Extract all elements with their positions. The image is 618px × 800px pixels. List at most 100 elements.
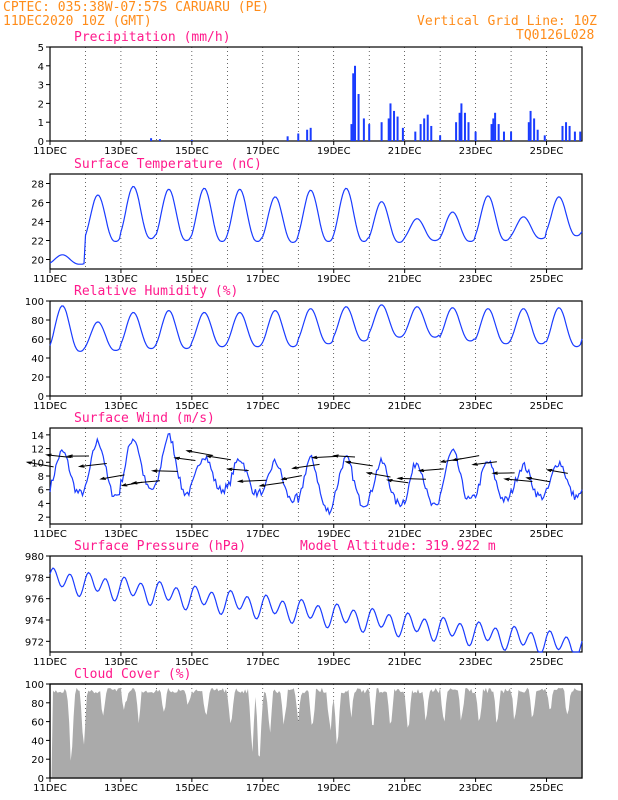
- precip-bar: [396, 116, 399, 141]
- precip-bar: [306, 129, 309, 141]
- wind-xtick-label: 23DEC: [459, 529, 493, 540]
- temp-xtick-label: 15DEC: [175, 274, 209, 285]
- wind-vector-head: [225, 467, 233, 471]
- precip-xtick-label: 13DEC: [104, 146, 138, 157]
- wind-vector: [260, 482, 285, 487]
- wind-vector: [419, 468, 444, 472]
- wind-xtick-label: 15DEC: [175, 529, 209, 540]
- pres-annotation: Model Altitude: 319.922 m: [300, 539, 496, 554]
- precip-frame: [49, 46, 583, 142]
- precip-bar: [419, 124, 422, 141]
- wind-vector: [398, 477, 426, 480]
- temp-xtick-label: 17DEC: [246, 274, 280, 285]
- pres-ytick-label: 974: [25, 616, 44, 627]
- cloud-xtick-label: 13DEC: [104, 783, 138, 794]
- precip-ytick-label: 3: [38, 81, 44, 92]
- wind-vector-head: [205, 455, 213, 459]
- wind-xtick-label: 21DEC: [388, 529, 422, 540]
- wind-vector: [27, 461, 54, 468]
- rh-ytick-label: 40: [31, 354, 44, 365]
- wind-title: Surface Wind (m/s): [74, 411, 215, 426]
- wind-ytick-label: 8: [38, 472, 44, 483]
- wind-vector-head: [99, 476, 106, 480]
- precip-bar: [463, 112, 466, 141]
- precip-xtick-label: 17DEC: [246, 146, 280, 157]
- wind-vector-head: [185, 449, 193, 454]
- precip-ytick-label: 4: [38, 62, 44, 73]
- precip-bar: [414, 131, 417, 141]
- precip-bar: [150, 138, 153, 141]
- pres-ytick-label: 980: [25, 552, 44, 563]
- temp-series-line: [49, 185, 583, 265]
- precip-bar: [430, 125, 433, 141]
- cloud-xtick-label: 19DEC: [317, 783, 351, 794]
- precip-bar: [357, 94, 360, 141]
- precip-bar: [529, 110, 532, 141]
- wind-ytick-label: 14: [31, 431, 44, 442]
- cloud-ytick-label: 40: [31, 736, 44, 747]
- precip-xtick-label: 15DEC: [175, 146, 209, 157]
- temp-xtick-label: 25DEC: [530, 274, 564, 285]
- precip-bar: [492, 118, 495, 141]
- cloud-title: Cloud Cover (%): [74, 667, 191, 682]
- cloud-xtick-label: 15DEC: [175, 783, 209, 794]
- wind-vector: [175, 457, 196, 461]
- precip-bar: [387, 118, 390, 141]
- header-datetime: 11DEC2020 10Z (GMT): [3, 14, 152, 29]
- pres-xtick-label: 21DEC: [388, 657, 422, 668]
- wind-vector-head: [451, 457, 458, 462]
- temp-ytick-label: 22: [31, 237, 44, 248]
- pres-ytick-label: 976: [25, 595, 44, 606]
- wind-vector: [79, 463, 107, 468]
- wind-vector-head: [236, 479, 244, 483]
- temp-ytick-label: 28: [31, 180, 44, 191]
- wind-vector-head: [344, 460, 352, 465]
- wind-vector-head: [77, 464, 85, 468]
- wind-vector-head: [417, 468, 425, 473]
- cloud-frame-top: [49, 683, 583, 779]
- pres-xtick-label: 11DEC: [33, 657, 67, 668]
- precip-bar: [158, 139, 161, 141]
- wind-ytick-label: 2: [38, 513, 44, 524]
- pres-xtick-label: 15DEC: [175, 657, 209, 668]
- pres-ytick-label: 972: [25, 637, 44, 648]
- rh-xtick-label: 19DEC: [317, 401, 351, 412]
- precip-bar: [494, 112, 497, 141]
- wind-vector: [227, 468, 249, 471]
- temp-title: Surface Temperature (nC): [74, 157, 262, 172]
- precip-bar: [350, 124, 353, 141]
- wind-vector-head: [525, 476, 532, 481]
- wind-xtick-label: 19DEC: [317, 529, 351, 540]
- rh-frame: [49, 300, 583, 397]
- rh-ytick-label: 60: [31, 335, 44, 346]
- wind-vector-head: [503, 477, 510, 481]
- wind-vector-head: [173, 456, 181, 461]
- precip-bar: [460, 103, 463, 141]
- precip-xtick-label: 11DEC: [33, 146, 67, 157]
- wind-vector-head: [45, 453, 52, 457]
- wind-vector-head: [439, 459, 447, 463]
- wind-vector: [312, 455, 338, 459]
- pres-xtick-label: 13DEC: [104, 657, 138, 668]
- wind-vector-head: [332, 454, 339, 458]
- precip-ytick-label: 1: [38, 118, 44, 129]
- precip-bar: [401, 127, 404, 141]
- rh-series-line: [49, 304, 583, 352]
- precip-bar: [474, 131, 477, 141]
- rh-ytick-label: 20: [31, 373, 44, 384]
- wind-vector-head: [258, 483, 266, 487]
- rh-ytick-label: 80: [31, 316, 44, 327]
- precip-ytick-label: 2: [38, 99, 44, 110]
- wind-vector: [281, 475, 302, 480]
- wind-vector-head: [310, 455, 318, 460]
- precip-bar: [309, 127, 312, 141]
- precip-bar: [573, 131, 576, 141]
- precip-title: Precipitation (mm/h): [74, 30, 231, 45]
- rh-xtick-label: 17DEC: [246, 401, 280, 412]
- precip-xtick-label: 25DEC: [530, 146, 564, 157]
- precip-bar: [354, 65, 357, 141]
- precip-bar: [380, 122, 383, 141]
- wind-vector: [238, 479, 267, 482]
- wind-vector: [100, 474, 125, 480]
